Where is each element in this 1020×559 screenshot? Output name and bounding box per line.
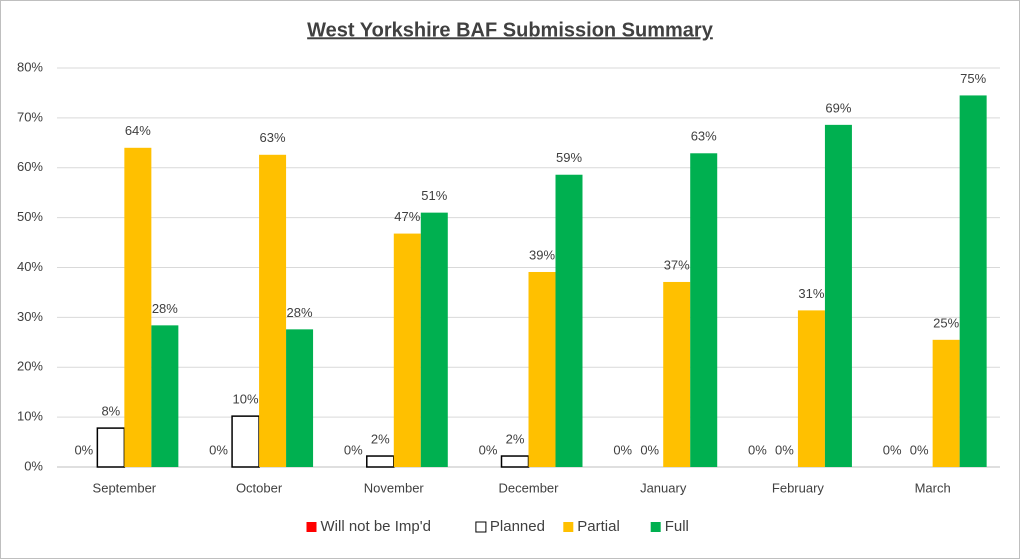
value-label: 8% — [101, 404, 120, 419]
y-tick-label: 10% — [17, 409, 43, 424]
x-tick-label: October — [236, 480, 283, 495]
y-tick-label: 80% — [17, 59, 43, 74]
legend-swatch — [475, 521, 487, 533]
value-label: 64% — [125, 123, 151, 138]
x-tick-label: December — [499, 480, 560, 495]
bar — [824, 124, 852, 468]
value-label: 63% — [691, 129, 717, 144]
value-label: 69% — [825, 100, 851, 115]
bar — [393, 233, 421, 467]
value-label: 0% — [775, 442, 794, 457]
value-label: 25% — [933, 315, 959, 330]
value-label: 0% — [910, 442, 929, 457]
legend-label: Planned — [490, 518, 545, 535]
y-tick-label: 70% — [17, 109, 43, 124]
y-tick-label: 60% — [17, 159, 43, 174]
y-tick-label: 0% — [24, 458, 43, 473]
value-label: 0% — [748, 442, 767, 457]
value-label: 0% — [344, 442, 363, 457]
y-tick-label: 50% — [17, 209, 43, 224]
chart-title: West Yorkshire BAF Submission Summary — [307, 19, 714, 41]
value-label: 0% — [209, 442, 228, 457]
bar — [286, 329, 314, 467]
bar — [555, 174, 583, 468]
value-label: 2% — [506, 431, 525, 446]
bar — [96, 427, 126, 468]
value-label: 37% — [664, 257, 690, 272]
value-label: 0% — [640, 442, 659, 457]
legend-swatch — [650, 522, 661, 532]
x-tick-label: January — [640, 480, 687, 495]
bar — [124, 147, 152, 468]
y-tick-label: 20% — [17, 359, 43, 374]
value-label: 59% — [556, 150, 582, 165]
y-tick-label: 30% — [17, 309, 43, 324]
legend-label: Partial — [577, 518, 620, 535]
bar — [366, 455, 395, 468]
bar — [500, 455, 530, 468]
bar — [259, 154, 287, 467]
value-label: 28% — [287, 305, 313, 320]
bar — [528, 271, 556, 467]
x-tick-label: September — [93, 480, 157, 495]
bar — [231, 415, 260, 468]
bar — [932, 339, 960, 467]
bar — [151, 325, 179, 467]
bar — [959, 95, 987, 468]
value-label: 75% — [960, 71, 986, 86]
value-label: 51% — [421, 188, 447, 203]
value-label: 0% — [883, 442, 902, 457]
value-label: 0% — [479, 442, 498, 457]
bar — [690, 153, 718, 467]
legend-swatch — [563, 522, 574, 532]
legend-swatch — [306, 522, 317, 532]
value-label: 47% — [394, 209, 420, 224]
value-label: 63% — [260, 130, 286, 145]
value-label: 28% — [152, 301, 178, 316]
y-tick-label: 40% — [17, 259, 43, 274]
value-label: 39% — [529, 247, 555, 262]
value-label: 10% — [233, 392, 259, 407]
x-tick-label: March — [915, 480, 951, 495]
x-tick-label: February — [772, 480, 825, 495]
bar — [663, 281, 691, 467]
legend-label: Full — [665, 518, 689, 535]
value-label: 2% — [371, 431, 390, 446]
value-label: 0% — [613, 442, 632, 457]
bar — [797, 310, 825, 467]
x-tick-label: November — [364, 480, 425, 495]
bar — [420, 212, 448, 467]
value-label: 0% — [74, 442, 93, 457]
legend-label: Will not be Imp'd — [321, 518, 431, 535]
value-label: 31% — [798, 286, 824, 301]
